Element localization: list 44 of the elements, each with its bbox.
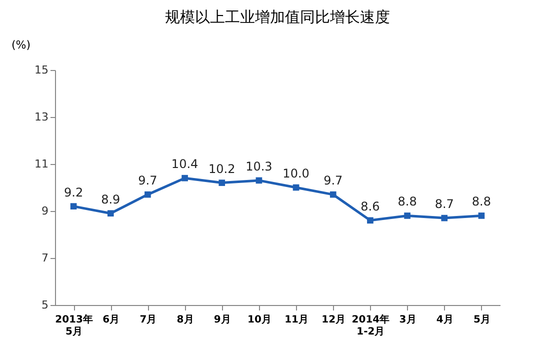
point <box>478 212 485 219</box>
y-tick-label: 9 <box>42 204 48 218</box>
text: 8.6 <box>360 199 380 214</box>
point <box>292 184 300 191</box>
point <box>404 212 410 219</box>
y-tick-label: 11 <box>34 158 48 170</box>
point <box>441 214 448 222</box>
y-axis-title: (%) <box>11 38 30 52</box>
x-tick-label: 7月 <box>140 314 157 326</box>
point <box>367 217 374 224</box>
y-tick-label: 13 <box>34 110 48 124</box>
x-tick-label: 8月 <box>176 314 194 326</box>
y-tick-label: 15 <box>34 64 48 76</box>
text: 10.4 <box>171 157 198 172</box>
chart-title: 规模以上工业增加值同比增长速度 <box>165 8 390 26</box>
point <box>182 174 188 182</box>
text: 10.0 <box>282 166 310 180</box>
y-tick-label: 7 <box>42 252 48 264</box>
point <box>107 210 114 217</box>
x-tick-label: 9月 <box>214 314 231 326</box>
x-tick-label: 11月 <box>284 314 309 326</box>
x-tick-label: 10月 <box>247 314 272 326</box>
x-tick-label: 4月 <box>436 314 454 326</box>
x-tick-label: 2014年 1-2月 <box>352 314 390 338</box>
x-tick-label: 12月 <box>322 314 346 326</box>
x-tick-label: 2013年 5月 <box>55 314 93 338</box>
point <box>330 191 336 198</box>
point <box>70 203 77 210</box>
text: 10.2 <box>208 162 236 176</box>
point <box>218 180 226 186</box>
text: 8.8 <box>472 194 492 209</box>
x-tick-label: 6月 <box>102 314 120 326</box>
text: 8.7 <box>434 197 454 212</box>
text: 9.2 <box>64 185 84 200</box>
y-tick-label: 5 <box>42 298 48 312</box>
point <box>256 177 262 184</box>
x-tick-label: 5月 <box>473 314 490 326</box>
text: 10.3 <box>246 159 272 174</box>
text: 9.7 <box>324 174 343 188</box>
text: 9.7 <box>138 174 158 188</box>
x-tick-label: 3月 <box>399 314 416 326</box>
point <box>144 191 151 198</box>
text: 8.9 <box>101 192 120 206</box>
text: 8.8 <box>398 194 417 209</box>
